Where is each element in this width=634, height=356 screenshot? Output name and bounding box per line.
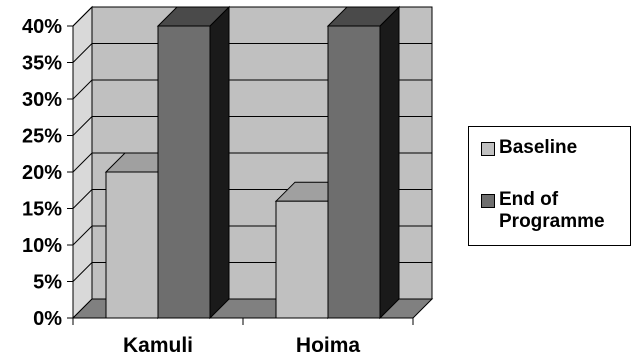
- gridline-side: [72, 225, 93, 246]
- gridline-side: [72, 152, 93, 173]
- y-tick-label: 35%: [22, 53, 62, 75]
- y-tick-label: 15%: [22, 199, 62, 221]
- legend-label-baseline: Baseline: [499, 137, 578, 158]
- y-tick-label: 0%: [33, 308, 62, 330]
- bar-hoima-baseline: [275, 200, 329, 319]
- legend-swatch-baseline: [481, 142, 495, 156]
- y-tick-label: 20%: [22, 162, 62, 184]
- legend-swatch-end-of-programme: [481, 194, 495, 208]
- y-tick-label: 10%: [22, 235, 62, 257]
- y-tick-labels: 0% 5% 10% 15% 20% 25% 30% 35% 40%: [22, 16, 62, 330]
- y-tick-label: 25%: [22, 126, 62, 148]
- bar-kamuli-end-of-programme: [157, 25, 211, 319]
- legend: Baseline End of Programme: [468, 126, 631, 246]
- bars: [104, 5, 401, 320]
- bar-hoima-end-of-programme: [327, 25, 381, 319]
- bar-kamuli-baseline: [105, 171, 159, 319]
- bar-kamuli-end-of-programme-side: [209, 5, 230, 320]
- legend-item-end-of-programme: End of Programme: [481, 189, 634, 233]
- y-tick-label: 5%: [33, 272, 62, 294]
- y-tick-label: 30%: [22, 89, 62, 111]
- legend-item-baseline: Baseline: [481, 137, 634, 159]
- x-tick-label: Kamuli: [123, 334, 193, 356]
- legend-label-end-of-programme: End of Programme: [499, 189, 605, 232]
- gridline-side: [72, 6, 93, 27]
- gridline-side: [72, 116, 93, 136]
- gridline-side: [72, 79, 93, 100]
- y-tick-label: 40%: [22, 16, 62, 38]
- gridline-side: [72, 43, 93, 63]
- bar-hoima-end-of-programme-side: [379, 5, 400, 320]
- x-tick-label: Hoima: [296, 334, 361, 356]
- x-tick-labels: Kamuli Hoima: [123, 334, 360, 356]
- gridline-side: [72, 262, 93, 282]
- gridline-side: [72, 189, 93, 209]
